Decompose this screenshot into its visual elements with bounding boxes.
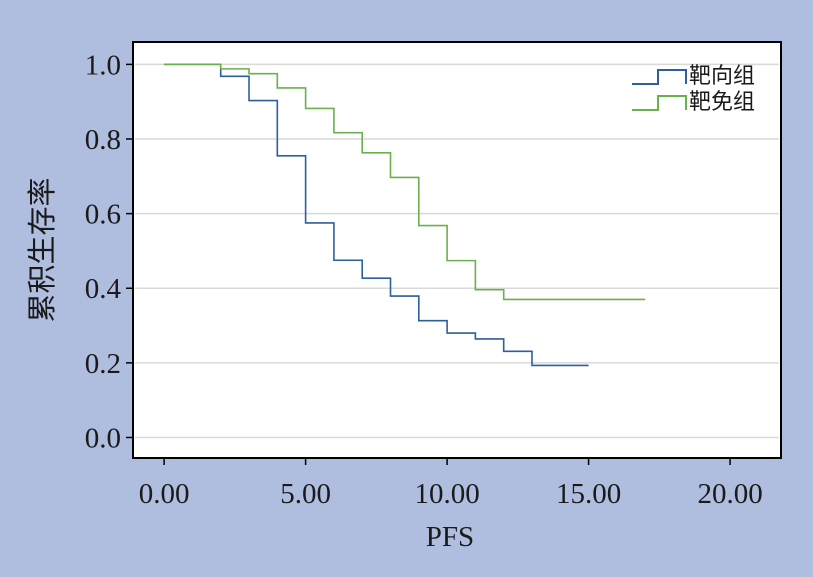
x-tick-label: 5.00 — [280, 478, 331, 510]
plot-area — [132, 41, 782, 459]
legend-label: 靶向组 — [689, 63, 755, 88]
y-tick-label: 0.0 — [85, 422, 121, 454]
x-tick-label: 20.00 — [697, 478, 762, 510]
x-tick-label: 15.00 — [556, 478, 621, 510]
y-axis-title: 累积生存率 — [26, 177, 59, 322]
y-tick-label: 0.8 — [85, 124, 121, 156]
x-tick-label: 0.00 — [139, 478, 190, 510]
series-lines — [164, 63, 646, 367]
y-tick-label: 1.0 — [85, 49, 121, 81]
series-line-1 — [164, 63, 589, 367]
y-tick-label: 0.4 — [85, 273, 122, 305]
series-line-2 — [164, 63, 646, 301]
gridlines — [135, 63, 779, 439]
x-tick-label: 10.00 — [414, 478, 479, 510]
legend-swatch — [632, 95, 687, 111]
legend-label: 靶免组 — [689, 89, 755, 114]
y-tick-label: 0.6 — [85, 199, 121, 231]
legend-swatch — [632, 69, 687, 85]
axes: 0.0 0.2 0.4 0.6 0.8 1.0 0.00 5.00 10.00 15.00 20.0… — [85, 49, 763, 510]
y-tick-label: 0.2 — [85, 348, 121, 380]
x-axis-title: PFS — [426, 521, 474, 553]
